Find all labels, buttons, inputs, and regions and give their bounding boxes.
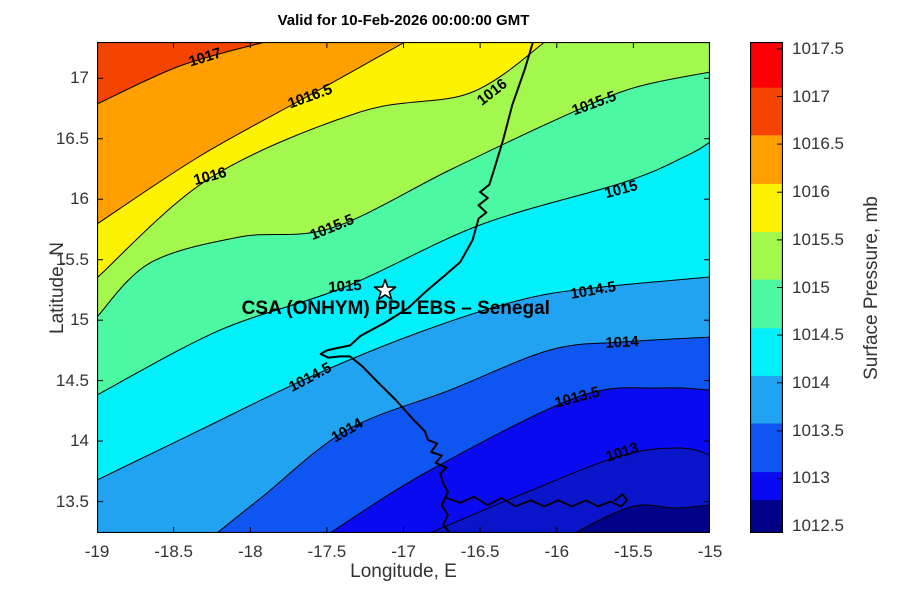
colorbar-tick-label: 1014.5 bbox=[792, 325, 844, 345]
contour-label-1015: 1015 bbox=[328, 277, 362, 296]
x-tick-label: -15.5 bbox=[614, 542, 653, 561]
colorbar-tick-label: 1014 bbox=[792, 372, 830, 392]
y-tick-label: 15 bbox=[70, 310, 89, 330]
contour-line-1014 bbox=[216, 336, 710, 533]
y-tick-label: 15.5 bbox=[55, 249, 89, 269]
plot-title: Valid for 10-Feb-2026 00:00:00 GMT bbox=[277, 12, 530, 29]
x-tick-label: -17 bbox=[391, 542, 416, 561]
colorbar-tick-label: 1013.5 bbox=[792, 420, 844, 440]
colorbar-tick-label: 1012.5 bbox=[792, 516, 844, 536]
colorbar-stripe bbox=[750, 42, 783, 89]
site-annotation: CSA (ONHYM) PPL EBS – Senegal bbox=[242, 298, 550, 319]
y-tick-label: 17 bbox=[70, 68, 89, 88]
colorbar-stripe bbox=[750, 423, 783, 473]
colorbar-stripe bbox=[750, 328, 783, 377]
contour-line-1013.5 bbox=[329, 387, 710, 533]
colorbar-tick-label: 1015 bbox=[792, 277, 830, 297]
fill-region-below-1012.5 bbox=[97, 504, 710, 533]
contour-line-1015.5 bbox=[97, 71, 710, 318]
y-tick-label: 13.5 bbox=[55, 491, 89, 511]
contour-line-1013 bbox=[429, 447, 710, 533]
colorbar-tick-label: 1016.5 bbox=[792, 134, 844, 154]
colorbar-tick-label: 1013 bbox=[792, 468, 830, 488]
colorbar-tick-label: 1015.5 bbox=[792, 229, 844, 249]
x-tick-label: -19 bbox=[84, 542, 110, 561]
contour-line-1016.5 bbox=[97, 42, 406, 225]
y-tick-label: 16 bbox=[70, 189, 89, 209]
y-tick-label: 14.5 bbox=[55, 370, 89, 390]
x-axis-label: Longitude, E bbox=[350, 561, 457, 582]
y-tick-label: 16.5 bbox=[55, 128, 89, 148]
x-tick-label: -17.5 bbox=[307, 542, 347, 561]
coastline bbox=[319, 42, 534, 533]
colorbar-label: Surface Pressure, mb bbox=[861, 196, 882, 380]
river-gambia bbox=[445, 493, 629, 508]
x-tick-label: -15 bbox=[697, 542, 723, 561]
contour-line-1016 bbox=[97, 42, 546, 279]
colorbar-stripe bbox=[750, 135, 783, 185]
colorbar-stripe bbox=[750, 472, 783, 501]
contour-plot: 10171016.5101610161015.51015.51015101510… bbox=[97, 42, 710, 533]
plot-border bbox=[97, 42, 710, 533]
contour-line-1015 bbox=[97, 141, 710, 396]
colorbar-stripe bbox=[750, 183, 783, 233]
x-tick-label: -18 bbox=[237, 542, 263, 561]
colorbar-border bbox=[750, 42, 783, 533]
star-marker bbox=[373, 278, 397, 301]
colorbar bbox=[750, 42, 783, 533]
x-tick-label: -18.5 bbox=[154, 542, 193, 561]
fill-region-below-1013 bbox=[97, 447, 710, 533]
x-tick-label: -16 bbox=[544, 542, 570, 561]
colorbar-tick-label: 1017.5 bbox=[792, 38, 844, 58]
contour-line-1014.5 bbox=[97, 276, 710, 481]
colorbar-stripe bbox=[750, 279, 783, 329]
y-tick-label: 14 bbox=[70, 431, 89, 451]
y-axis-label: Latitude, N bbox=[47, 242, 68, 334]
colorbar-stripe bbox=[750, 87, 783, 136]
colorbar-tick-label: 1017 bbox=[792, 86, 830, 106]
colorbar-stripe bbox=[750, 500, 783, 533]
colorbar-stripe bbox=[750, 232, 783, 281]
contour-line-1012.5 bbox=[574, 504, 710, 533]
contour-line-1017 bbox=[97, 42, 266, 105]
colorbar-tick-label: 1016 bbox=[792, 182, 830, 202]
contour-label-1014: 1014 bbox=[605, 333, 640, 352]
colorbar-stripe bbox=[750, 375, 783, 424]
x-tick-label: -16.5 bbox=[460, 542, 500, 561]
